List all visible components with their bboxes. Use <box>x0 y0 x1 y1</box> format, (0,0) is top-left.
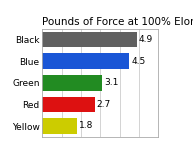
Bar <box>42 75 102 91</box>
Bar <box>42 118 77 134</box>
Bar <box>42 53 129 69</box>
Text: 1.8: 1.8 <box>79 122 93 130</box>
Text: Pounds of Force at 100% Elongation: Pounds of Force at 100% Elongation <box>42 17 193 27</box>
Bar <box>42 97 95 112</box>
Text: 4.5: 4.5 <box>131 57 146 66</box>
Text: 3.1: 3.1 <box>104 78 119 87</box>
Text: 2.7: 2.7 <box>96 100 111 109</box>
Bar <box>42 32 137 47</box>
Text: 4.9: 4.9 <box>139 35 153 44</box>
